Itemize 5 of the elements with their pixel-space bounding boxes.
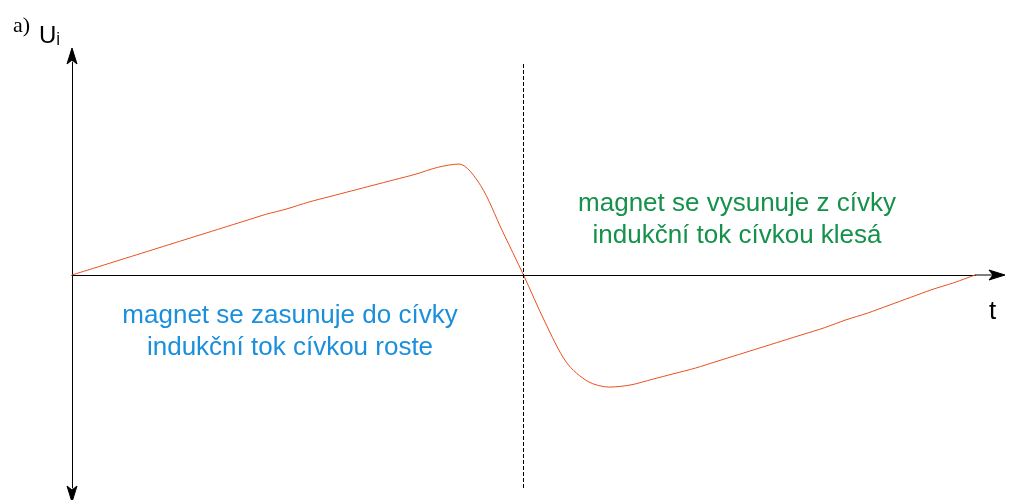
annotation: magnet se vysunuje z cívky indukční tok cívkou klesá (578, 187, 896, 249)
annotation: magnet se zasunuje do cívky indukční tok cívkou roste (122, 299, 458, 361)
x-axis-title: t (989, 295, 997, 325)
chart-title: a) (13, 11, 31, 37)
y-axis-title: Uᵢ (38, 20, 60, 48)
